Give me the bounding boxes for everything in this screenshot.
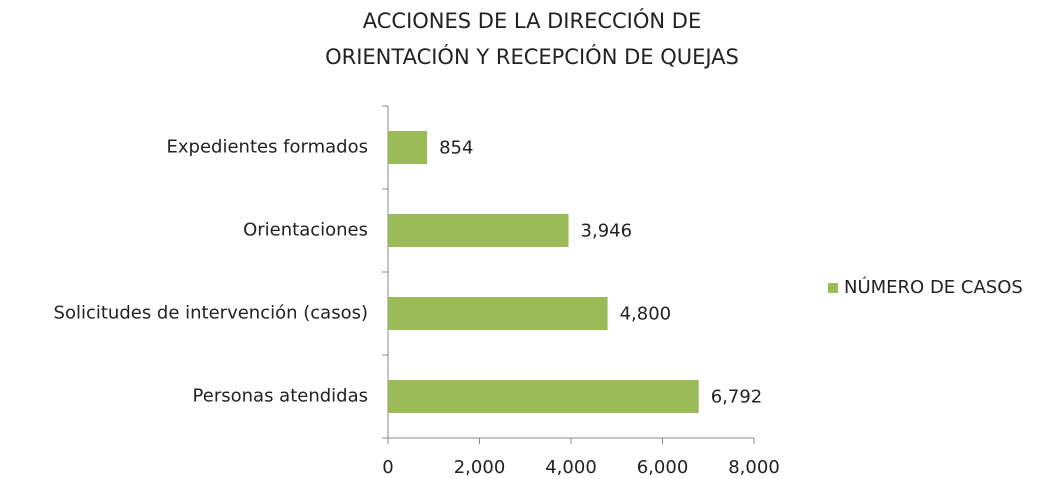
bar xyxy=(388,214,569,247)
x-tick-label: 8,000 xyxy=(728,457,780,478)
bar xyxy=(388,380,699,413)
x-tick-label: 0 xyxy=(382,457,393,478)
data-label: 854 xyxy=(439,138,473,159)
y-tick-label: Expedientes formados xyxy=(167,137,368,158)
bar xyxy=(388,131,428,164)
bar xyxy=(388,297,608,330)
y-tick-label: Solicitudes de intervención (casos) xyxy=(54,303,368,324)
data-label: 4,800 xyxy=(620,304,672,325)
y-tick-label: Orientaciones xyxy=(243,220,368,241)
legend-swatch xyxy=(828,283,838,293)
x-tick-label: 2,000 xyxy=(454,457,506,478)
x-tick-label: 4,000 xyxy=(545,457,597,478)
chart-title: ORIENTACIÓN Y RECEPCIÓN DE QUEJAS xyxy=(325,44,739,69)
x-tick-label: 6,000 xyxy=(637,457,689,478)
chart-title: ACCIONES DE LA DIRECCIÓN DE xyxy=(363,8,701,33)
y-tick-label: Personas atendidas xyxy=(193,386,368,407)
data-label: 3,946 xyxy=(581,221,633,242)
legend-label: NÚMERO DE CASOS xyxy=(844,276,1023,298)
data-label: 6,792 xyxy=(711,387,763,408)
